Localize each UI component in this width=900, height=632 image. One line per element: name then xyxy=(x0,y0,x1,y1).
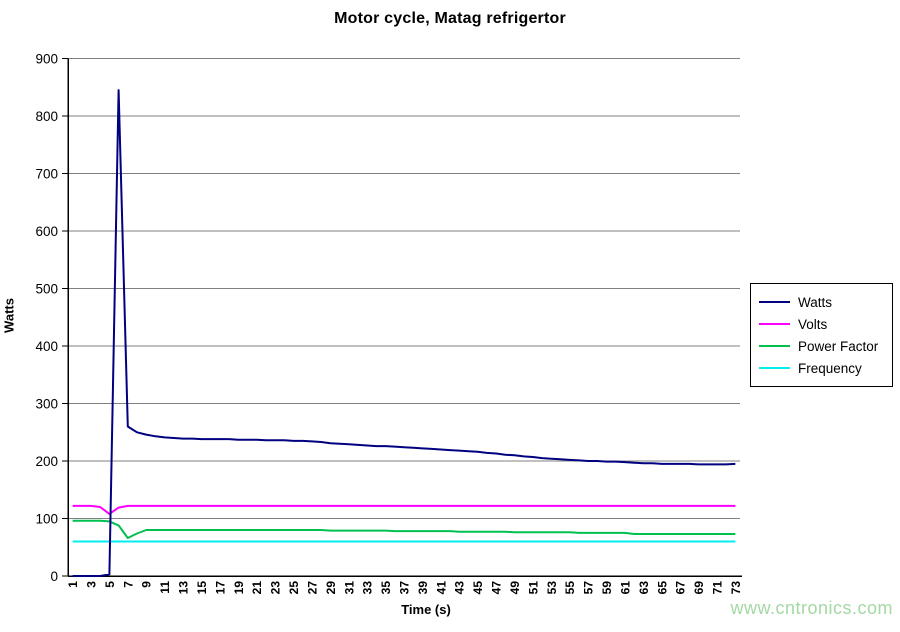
x-axis-title: Time (s) xyxy=(401,602,451,617)
svg-text:61: 61 xyxy=(618,581,632,595)
svg-text:0: 0 xyxy=(50,569,58,584)
svg-text:35: 35 xyxy=(379,581,393,595)
svg-text:43: 43 xyxy=(453,581,467,595)
svg-text:100: 100 xyxy=(35,512,58,527)
svg-text:31: 31 xyxy=(342,581,356,595)
svg-text:59: 59 xyxy=(600,581,614,595)
svg-text:65: 65 xyxy=(655,581,669,595)
svg-text:39: 39 xyxy=(416,581,430,595)
svg-text:200: 200 xyxy=(35,454,58,469)
svg-text:27: 27 xyxy=(305,581,319,595)
legend-label: Frequency xyxy=(798,360,862,376)
svg-text:400: 400 xyxy=(35,339,58,354)
svg-text:900: 900 xyxy=(35,52,58,67)
svg-text:15: 15 xyxy=(195,581,209,595)
svg-text:300: 300 xyxy=(35,397,58,412)
svg-text:9: 9 xyxy=(140,581,154,588)
legend-item-frequency: Frequency xyxy=(759,357,884,379)
svg-text:47: 47 xyxy=(490,581,504,595)
svg-text:800: 800 xyxy=(35,109,58,124)
svg-text:23: 23 xyxy=(269,581,283,595)
svg-text:73: 73 xyxy=(729,581,743,595)
power-factor-line-swatch xyxy=(759,345,790,347)
svg-text:57: 57 xyxy=(582,581,596,595)
legend-item-watts: Watts xyxy=(759,291,884,313)
svg-text:19: 19 xyxy=(232,581,246,595)
svg-text:25: 25 xyxy=(287,581,301,595)
svg-text:5: 5 xyxy=(103,581,117,588)
svg-text:53: 53 xyxy=(545,581,559,595)
legend-label: Volts xyxy=(798,316,828,332)
svg-text:33: 33 xyxy=(361,581,375,595)
svg-text:700: 700 xyxy=(35,167,58,182)
legend: Watts Volts Power Factor Frequency xyxy=(750,283,893,387)
svg-text:600: 600 xyxy=(35,224,58,239)
legend-label: Watts xyxy=(798,294,833,310)
y-axis-title: Watts xyxy=(1,298,17,333)
svg-text:17: 17 xyxy=(213,581,227,595)
svg-text:3: 3 xyxy=(85,581,99,588)
svg-text:21: 21 xyxy=(250,581,264,595)
svg-text:11: 11 xyxy=(158,581,172,594)
volts-line-swatch xyxy=(759,323,790,325)
svg-text:69: 69 xyxy=(692,581,706,595)
svg-text:71: 71 xyxy=(710,581,724,595)
svg-text:49: 49 xyxy=(508,581,522,595)
svg-text:1: 1 xyxy=(66,581,80,588)
legend-item-volts: Volts xyxy=(759,313,884,335)
svg-text:37: 37 xyxy=(398,581,412,595)
watts-line-swatch xyxy=(759,301,790,303)
svg-text:13: 13 xyxy=(177,581,191,595)
svg-text:29: 29 xyxy=(324,581,338,595)
svg-text:41: 41 xyxy=(434,581,448,595)
svg-text:55: 55 xyxy=(563,581,577,595)
svg-text:67: 67 xyxy=(674,581,688,595)
chart-title: Motor cycle, Matag refrigertor xyxy=(334,10,566,27)
svg-text:7: 7 xyxy=(121,581,135,588)
svg-text:51: 51 xyxy=(526,581,540,595)
legend-item-power-factor: Power Factor xyxy=(759,335,884,357)
svg-text:63: 63 xyxy=(637,581,651,595)
frequency-line-swatch xyxy=(759,367,790,369)
svg-text:45: 45 xyxy=(471,581,485,595)
watermark-text: www.cntronics.com xyxy=(730,598,893,618)
legend-label: Power Factor xyxy=(798,338,879,354)
svg-text:500: 500 xyxy=(35,282,58,297)
